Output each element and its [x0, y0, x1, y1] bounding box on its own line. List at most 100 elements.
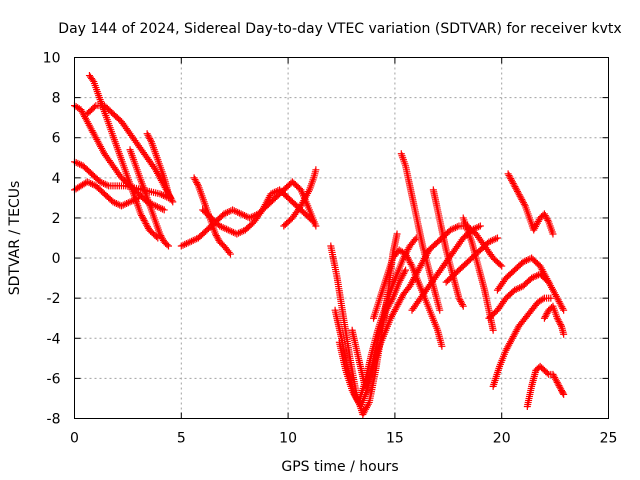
data-point — [510, 181, 518, 189]
data-point — [498, 262, 506, 270]
data-point — [310, 218, 318, 226]
data-point — [453, 223, 461, 231]
data-point — [557, 385, 565, 393]
y-tick-label: -6 — [47, 371, 61, 387]
data-point — [234, 208, 242, 216]
data-point — [458, 299, 466, 307]
data-point — [556, 319, 564, 327]
data-point — [144, 131, 152, 139]
data-point — [226, 227, 234, 235]
data-point — [366, 372, 374, 380]
data-point — [221, 224, 229, 232]
data-point — [456, 296, 464, 304]
data-point — [508, 178, 516, 186]
data-point — [124, 199, 132, 207]
data-point — [169, 198, 177, 206]
data-point — [308, 217, 316, 225]
data-point — [76, 160, 84, 168]
series-arc17 — [370, 246, 446, 350]
plot-frame — [74, 57, 609, 419]
data-point — [143, 221, 151, 229]
data-point — [229, 206, 237, 214]
data-point — [191, 175, 199, 183]
data-point — [515, 191, 523, 199]
data-point — [270, 188, 278, 196]
data-point — [143, 130, 151, 138]
data-point — [109, 198, 117, 206]
data-point — [238, 228, 246, 236]
data-point — [190, 174, 198, 182]
data-point — [167, 195, 175, 203]
data-point — [164, 190, 172, 198]
data-point — [519, 197, 527, 205]
data-point — [239, 211, 247, 219]
data-point — [158, 191, 166, 199]
data-point — [137, 210, 145, 218]
data-point — [181, 240, 189, 248]
series-arc14 — [335, 234, 420, 406]
data-point — [512, 285, 520, 293]
data-point — [555, 317, 563, 325]
series-arc15 — [348, 246, 433, 390]
series-arc10 — [199, 186, 318, 238]
y-tick-label: 8 — [52, 91, 61, 107]
data-point — [438, 342, 446, 350]
data-point — [126, 198, 134, 206]
chart-title: Day 144 of 2024, Sidereal Day-to-day VTE… — [58, 21, 621, 37]
series-arc26 — [504, 170, 557, 238]
data-point — [98, 179, 106, 187]
data-point — [139, 215, 147, 223]
data-point — [312, 222, 320, 230]
data-point — [452, 224, 460, 232]
data-point — [123, 200, 131, 208]
series-arc12 — [327, 230, 401, 418]
y-tick-label: 2 — [52, 211, 61, 227]
data-point — [476, 222, 484, 230]
data-point — [542, 311, 550, 319]
data-point — [542, 213, 550, 221]
data-point — [160, 206, 168, 214]
data-point — [217, 223, 225, 231]
data-point — [521, 257, 529, 265]
x-tick-label: 15 — [386, 431, 404, 447]
data-point — [165, 191, 173, 199]
data-point — [496, 261, 504, 269]
data-point — [550, 372, 558, 380]
data-point — [514, 187, 522, 195]
series-arc22 — [459, 214, 497, 334]
data-point — [296, 204, 304, 212]
data-point — [220, 210, 228, 218]
data-point — [551, 374, 559, 382]
data-point — [211, 230, 219, 238]
data-point — [157, 232, 165, 240]
data-point — [82, 116, 90, 124]
data-point — [191, 236, 199, 244]
data-point — [74, 159, 82, 167]
data-point — [142, 220, 150, 228]
data-point — [117, 202, 125, 210]
series-arc25 — [493, 254, 568, 314]
data-point — [407, 260, 415, 268]
data-point — [138, 212, 146, 220]
data-point — [552, 377, 560, 385]
data-point — [156, 190, 164, 198]
data-point — [242, 212, 250, 220]
data-point — [224, 226, 232, 234]
data-point — [513, 186, 521, 194]
data-point — [401, 268, 409, 276]
data-point — [216, 222, 224, 230]
series-arc27 — [523, 362, 568, 410]
series-arc5 — [83, 102, 175, 202]
data-point — [226, 250, 234, 258]
data-point — [179, 241, 187, 249]
data-point — [235, 209, 243, 217]
data-point — [549, 370, 557, 378]
data-point — [560, 306, 568, 314]
x-axis-label: GPS time / hours — [281, 459, 398, 475]
data-point — [232, 208, 240, 216]
data-point — [559, 389, 567, 397]
data-point — [475, 223, 483, 231]
data-point — [516, 284, 524, 292]
data-point — [233, 230, 241, 238]
data-point — [554, 380, 562, 388]
